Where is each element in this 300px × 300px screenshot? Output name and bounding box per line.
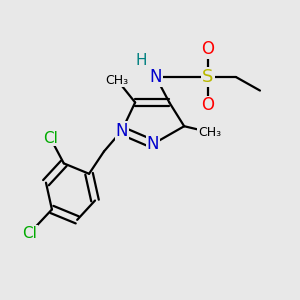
Text: O: O xyxy=(202,40,214,58)
Text: N: N xyxy=(147,135,159,153)
Text: O: O xyxy=(202,96,214,114)
Text: S: S xyxy=(202,68,214,86)
Text: N: N xyxy=(150,68,162,86)
Text: CH₃: CH₃ xyxy=(106,74,129,87)
Text: N: N xyxy=(116,122,128,140)
Text: Cl: Cl xyxy=(22,226,37,241)
Text: CH₃: CH₃ xyxy=(198,126,221,139)
Text: Cl: Cl xyxy=(43,130,58,146)
Text: H: H xyxy=(135,53,147,68)
